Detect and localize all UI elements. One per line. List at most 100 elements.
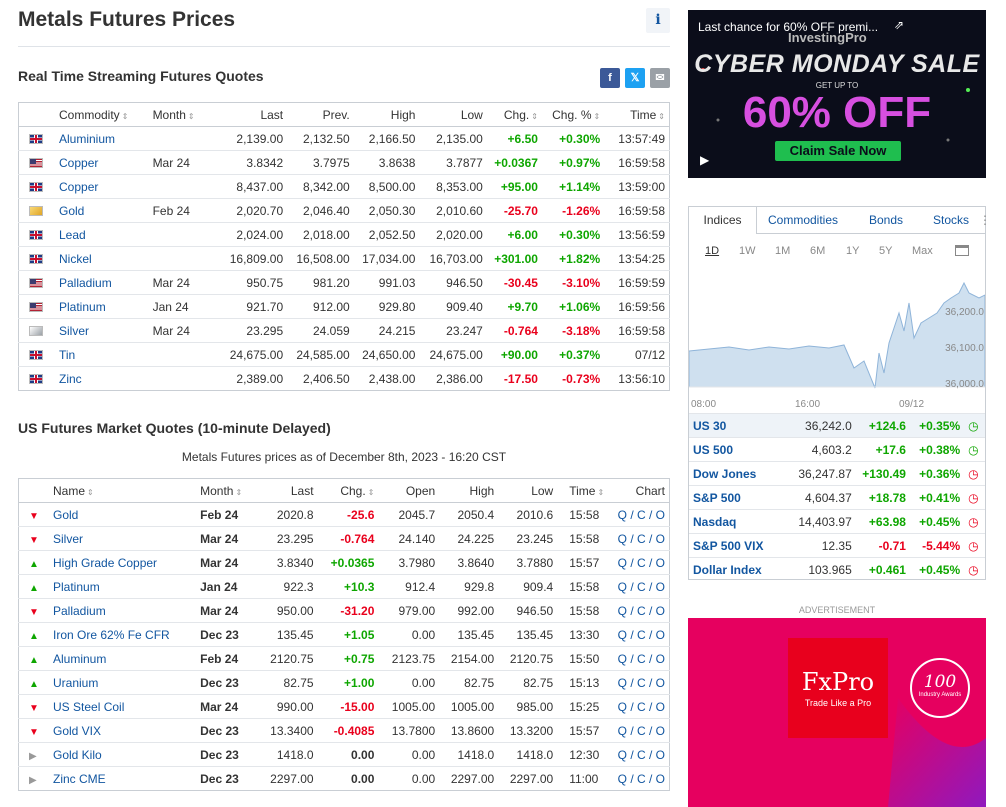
fxpro-ad[interactable]: FxPro Trade Like a Pro 100 Industry Awar… — [688, 618, 986, 807]
index-row[interactable]: Nasdaq 14,403.97 +63.98 +0.45% ◷ — [689, 509, 985, 534]
futures-name-link[interactable]: Gold VIX — [49, 718, 197, 743]
header-chg[interactable]: Chg. ⇕ — [486, 102, 542, 127]
index-row[interactable]: S&P 500 4,604.37 +18.78 +0.41% ◷ — [689, 485, 985, 510]
low-cell: 135.45 — [498, 622, 558, 647]
investingpro-ad[interactable]: Last chance for 60% OFF premi... ⇗ Inves… — [688, 10, 986, 178]
futures-name-link[interactable]: Platinum — [49, 574, 197, 599]
tab-bonds[interactable]: Bonds — [869, 213, 904, 227]
chart-links[interactable]: Q / C / O — [608, 526, 670, 551]
header-commodity[interactable]: Commodity ⇕ — [55, 102, 149, 127]
chart-links[interactable]: Q / C / O — [608, 766, 670, 791]
header-high[interactable]: High — [439, 478, 499, 503]
index-name-link[interactable]: US 30 — [689, 413, 790, 438]
futures-name-link[interactable]: Silver — [49, 526, 197, 551]
commodity-link[interactable]: Copper — [55, 174, 149, 199]
header-open[interactable]: Open — [378, 478, 440, 503]
commodity-link[interactable]: Gold — [55, 198, 149, 223]
header-month[interactable]: Month ⇕ — [148, 102, 207, 127]
chart-links[interactable]: Q / C / O — [608, 502, 670, 527]
chart-links[interactable]: Q / C / O — [608, 598, 670, 623]
index-name-link[interactable]: Dollar Index — [689, 557, 790, 582]
chart-links[interactable]: Q / C / O — [608, 622, 670, 647]
tab-stocks[interactable]: Stocks — [933, 213, 970, 227]
ad-upto: GET UP TO — [815, 81, 859, 90]
index-row[interactable]: US 30 36,242.0 +124.6 +0.35% ◷ — [689, 413, 985, 438]
futures-name-link[interactable]: Iron Ore 62% Fe CFR — [49, 622, 197, 647]
chart-links[interactable]: Q / C / O — [608, 646, 670, 671]
range-1d[interactable]: 1D — [705, 245, 720, 257]
range-1w[interactable]: 1W — [739, 245, 756, 257]
last-cell: 13.3400 — [253, 718, 318, 743]
time-cell: 15:50 — [557, 646, 609, 671]
futures-name-link[interactable]: Aluminum — [49, 646, 197, 671]
advertisement-label: ADVERTISEMENT — [798, 605, 876, 615]
chart-links[interactable]: Q / C / O — [608, 742, 670, 767]
header-prev[interactable]: Prev. — [287, 102, 354, 127]
range-5y[interactable]: 5Y — [879, 245, 893, 257]
email-share-icon[interactable]: ✉ — [650, 68, 670, 88]
commodity-link[interactable]: Aluminium — [55, 126, 149, 151]
month-cell: Feb 24 — [148, 198, 207, 223]
commodity-link[interactable]: Palladium — [55, 270, 149, 295]
more-tabs-icon[interactable]: ⋮ — [979, 213, 991, 227]
futures-name-link[interactable]: Gold Kilo — [49, 742, 197, 767]
range-1m[interactable]: 1M — [775, 245, 791, 257]
futures-name-link[interactable]: Uranium — [49, 670, 197, 695]
futures-name-link[interactable]: High Grade Copper — [49, 550, 197, 575]
range-max[interactable]: Max — [912, 245, 933, 257]
futures-name-link[interactable]: Zinc CME — [49, 766, 197, 791]
header-name[interactable]: Name ⇕ — [49, 478, 197, 503]
index-name-link[interactable]: US 500 — [689, 437, 790, 462]
index-name-link[interactable]: S&P 500 — [689, 485, 790, 510]
range-1y[interactable]: 1Y — [846, 245, 860, 257]
commodity-link[interactable]: Lead — [55, 222, 149, 247]
commodity-link[interactable]: Copper — [55, 150, 149, 175]
futures-name-link[interactable]: Palladium — [49, 598, 197, 623]
header-chg-pct[interactable]: Chg. % ⇕ — [541, 102, 605, 127]
expand-chart-icon[interactable] — [955, 245, 969, 256]
commodity-link[interactable]: Silver — [55, 318, 149, 343]
futures-name-link[interactable]: Gold — [49, 502, 197, 527]
chart-links[interactable]: Q / C / O — [608, 574, 670, 599]
header-last[interactable]: Last — [206, 102, 288, 127]
header-chg[interactable]: Chg. ⇕ — [317, 478, 379, 503]
claim-sale-button[interactable]: Claim Sale Now — [775, 141, 901, 161]
info-icon[interactable]: i — [646, 8, 670, 33]
month-cell — [148, 366, 207, 391]
index-row[interactable]: Dow Jones 36,247.87 +130.49 +0.36% ◷ — [689, 461, 985, 486]
header-time[interactable]: Time ⇕ — [604, 102, 670, 127]
header-month[interactable]: Month ⇕ — [196, 478, 254, 503]
commodity-link[interactable]: Zinc — [55, 366, 149, 391]
range-6m[interactable]: 6M — [810, 245, 826, 257]
chart-links[interactable]: Q / C / O — [608, 694, 670, 719]
share-icon[interactable]: ⇗ — [894, 18, 905, 32]
tab-commodities[interactable]: Commodities — [768, 213, 839, 227]
header-low[interactable]: Low — [419, 102, 487, 127]
futures-name-link[interactable]: US Steel Coil — [49, 694, 197, 719]
play-icon[interactable]: ▶ — [700, 153, 710, 167]
commodity-link[interactable]: Platinum — [55, 294, 149, 319]
header-time[interactable]: Time ⇕ — [557, 478, 609, 503]
tab-indices[interactable]: Indices — [689, 207, 757, 234]
month-cell: Dec 23 — [196, 622, 254, 647]
high-cell: 3.8638 — [353, 150, 420, 175]
commodity-link[interactable]: Nickel — [55, 246, 149, 271]
flag-icon — [29, 325, 43, 336]
index-row[interactable]: Dollar Index 103.965 +0.461 +0.45% ◷ — [689, 557, 985, 582]
index-name-link[interactable]: Nasdaq — [689, 509, 790, 534]
realtime-row: Gold Feb 24 2,020.70 2,046.40 2,050.30 2,010.… — [18, 198, 670, 223]
header-low[interactable]: Low — [498, 478, 558, 503]
chart-links[interactable]: Q / C / O — [608, 718, 670, 743]
open-cell: 2045.7 — [378, 502, 440, 527]
index-row[interactable]: US 500 4,603.2 +17.6 +0.38% ◷ — [689, 437, 985, 462]
index-name-link[interactable]: S&P 500 VIX — [689, 533, 790, 558]
commodity-link[interactable]: Tin — [55, 342, 149, 367]
chart-links[interactable]: Q / C / O — [608, 670, 670, 695]
header-last[interactable]: Last — [253, 478, 318, 503]
chart-links[interactable]: Q / C / O — [608, 550, 670, 575]
index-row[interactable]: S&P 500 VIX 12.35 -0.71 -5.44% ◷ — [689, 533, 985, 558]
facebook-share-icon[interactable]: f — [600, 68, 620, 88]
index-name-link[interactable]: Dow Jones — [689, 461, 790, 486]
twitter-share-icon[interactable]: 𝕏 — [625, 68, 645, 88]
header-high[interactable]: High — [353, 102, 420, 127]
